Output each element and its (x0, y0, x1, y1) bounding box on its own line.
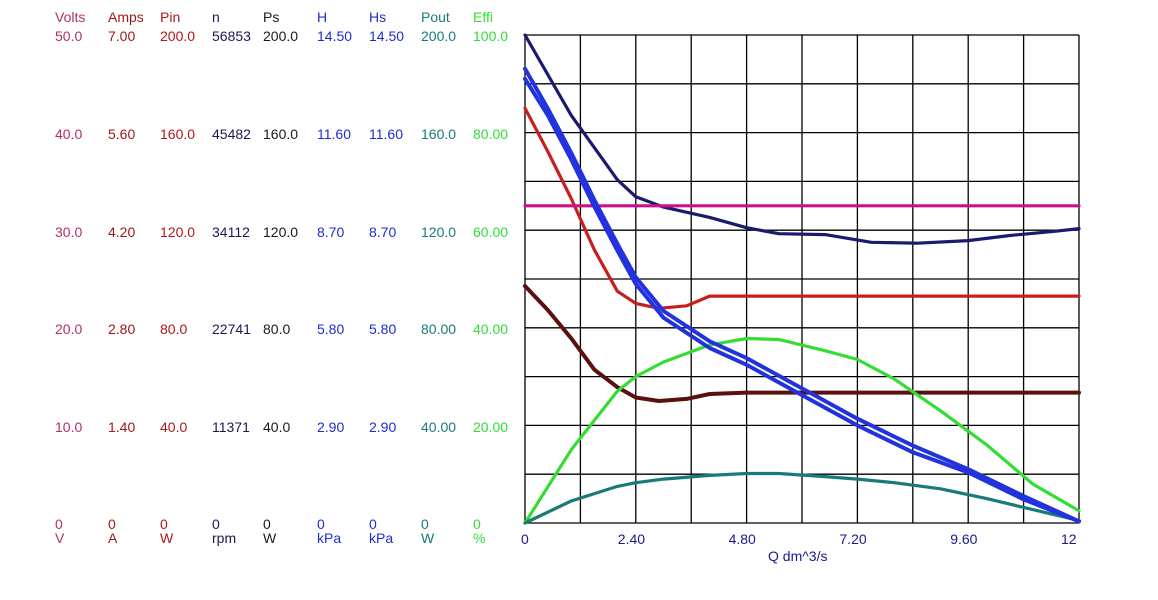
axis-unit: W (421, 530, 435, 546)
axis-tick-label: 5.80 (369, 321, 397, 337)
axis-header: Hs (369, 9, 387, 25)
axis-unit: W (160, 530, 174, 546)
axis-tick-label: 0 (160, 516, 168, 532)
axis-tick-label: 20.00 (473, 419, 509, 435)
x-tick-label: 9.60 (950, 531, 977, 547)
axis-tick-label: 120.0 (263, 224, 299, 240)
axis-unit: W (263, 530, 277, 546)
axis-unit: rpm (212, 530, 237, 546)
axis-column-amps: Amps 7.00 5.60 4.20 2.80 1.40 0 A (108, 0, 168, 560)
axis-tick-label: 11.60 (317, 126, 351, 142)
axis-tick-label: 45482 (212, 126, 251, 142)
axis-tick-label: 0 (108, 516, 116, 532)
axis-column-effi: Effi 100.0 80.00 60.00 40.00 20.00 0% (473, 0, 533, 560)
axis-tick-label: 80.00 (473, 126, 509, 142)
axis-tick-label: 14.50 (369, 28, 405, 44)
axis-tick-label: 5.80 (317, 321, 345, 337)
axis-tick-label: 200.0 (160, 28, 196, 44)
axis-tick-label: 0 (55, 516, 63, 532)
axis-tick-label: 160.0 (263, 126, 299, 142)
axis-tick-label: 34112 (212, 224, 250, 240)
axis-tick-label: 30.0 (55, 224, 83, 240)
axis-tick-label: 20.0 (55, 321, 83, 337)
axis-header: Pout (421, 9, 450, 25)
axis-tick-label: 0 (212, 516, 220, 532)
axis-tick-label: 100.0 (473, 28, 509, 44)
axis-tick-label: 0 (421, 516, 429, 532)
axis-header: Amps (108, 9, 144, 25)
axis-tick-label: 80.0 (160, 321, 188, 337)
axis-tick-label: 40.00 (473, 321, 509, 337)
axis-tick-label: 50.0 (55, 28, 83, 44)
axis-tick-label: 120.0 (421, 224, 457, 240)
axis-unit: % (473, 530, 486, 546)
axis-tick-label: 40.00 (421, 419, 457, 435)
axis-tick-label: 80.00 (421, 321, 457, 337)
axis-tick-label: 10.0 (55, 419, 83, 435)
axis-tick-label: 40.0 (263, 419, 291, 435)
axis-tick-label: 0 (369, 516, 377, 532)
x-tick-label: 2.40 (618, 531, 645, 547)
axis-tick-label: 40.0 (160, 419, 188, 435)
axis-tick-label: 5.60 (108, 126, 136, 142)
axis-tick-label: 160.0 (421, 126, 457, 142)
series-line-amps (523, 284, 1081, 403)
axis-tick-label: 4.20 (108, 224, 136, 240)
axis-column-h: H 14.50 11.60 8.70 5.80 2.90 0 kPa (317, 0, 377, 560)
axis-column-pout: Pout 200.0 160.0 120.0 80.00 40.00 0 W (421, 0, 481, 560)
axis-tick-label: 56853 (212, 28, 251, 44)
series-line-h (523, 66, 1081, 524)
x-tick-label: 12 (1061, 531, 1077, 547)
series-line-n (523, 33, 1081, 245)
axis-unit: A (108, 530, 118, 546)
axis-header: H (317, 9, 328, 25)
axis-tick-label: 14.50 (317, 28, 353, 44)
axis-unit: kPa (317, 530, 342, 546)
axis-header: n (212, 9, 220, 25)
axis-column-ps: Ps 200.0 160.0 120.0 80.0 40.0 0 W (263, 0, 323, 560)
series-line-hs (523, 76, 1081, 524)
axis-tick-label: 2.90 (317, 419, 345, 435)
axis-header: Volts (55, 9, 86, 25)
axis-tick-label: 200.0 (421, 28, 457, 44)
axis-tick-label: 11371 (212, 419, 250, 435)
axis-unit: V (55, 530, 65, 546)
x-axis-label: Q dm^3/s (768, 548, 827, 564)
axis-tick-label: 2.80 (108, 321, 136, 337)
axis-header: Ps (263, 9, 280, 25)
axis-tick-label: 1.40 (108, 419, 136, 435)
x-tick-label: 4.80 (729, 531, 756, 547)
axis-tick-label: 7.00 (108, 28, 136, 44)
axis-tick-label: 60.00 (473, 224, 509, 240)
axis-tick-label: 8.70 (317, 224, 345, 240)
axis-column-hs: Hs 14.50 11.60 8.70 5.80 2.90 0 kPa (369, 0, 429, 560)
axis-unit: kPa (369, 530, 394, 546)
axis-header: Pin (160, 9, 181, 25)
axis-tick-label: 40.0 (55, 126, 83, 142)
axis-tick-label: 22741 (212, 321, 251, 337)
series-line-pout (523, 471, 1081, 525)
x-tick-label: 7.20 (839, 531, 866, 547)
axis-column-n: n 56853 45482 34112 22741 11371 0 rpm (212, 0, 272, 560)
axis-tick-label: 11.60 (369, 126, 403, 142)
axis-tick-label: 2.90 (369, 419, 397, 435)
axis-tick-label: 0 (473, 516, 481, 532)
axis-tick-label: 200.0 (263, 28, 299, 44)
axis-column-volts: Volts 50.0 40.0 30.0 20.0 10.0 0 V (55, 0, 115, 560)
x-tick-label: 0 (521, 531, 529, 547)
axis-tick-label: 0 (263, 516, 271, 532)
axis-tick-label: 160.0 (160, 126, 196, 142)
series-line-effi (523, 336, 1081, 525)
axis-tick-label: 0 (317, 516, 325, 532)
axis-tick-label: 8.70 (369, 224, 397, 240)
axis-header: Effi (473, 9, 493, 25)
axis-tick-label: 120.0 (160, 224, 196, 240)
axis-tick-label: 80.0 (263, 321, 291, 337)
axis-column-pin: Pin 200.0 160.0 120.0 80.0 40.0 0 W (160, 0, 220, 560)
